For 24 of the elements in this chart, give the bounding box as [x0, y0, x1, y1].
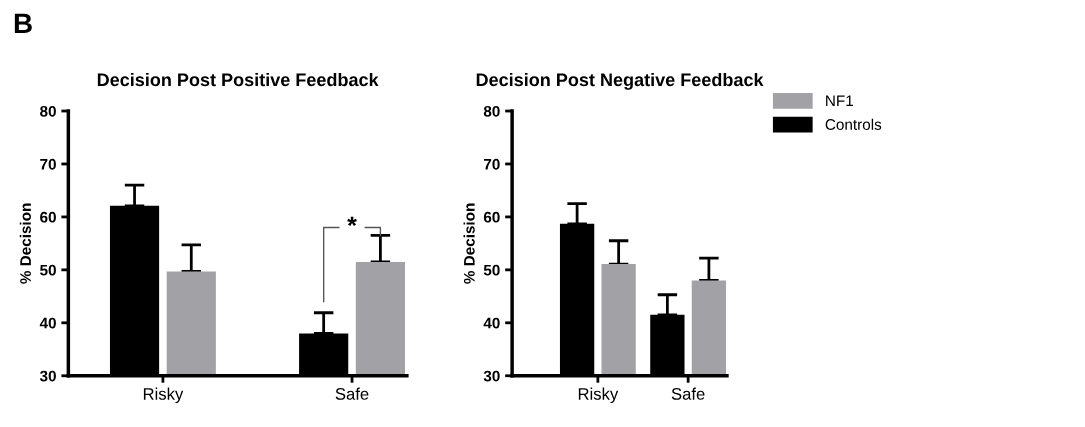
x-tick-label: Risky: [578, 387, 619, 404]
y-tick-label: 30: [483, 370, 500, 382]
y-tick-label: 50: [483, 264, 500, 276]
chart-title: Decision Post Negative Feedback: [476, 72, 764, 90]
y-axis-title: % Decision: [463, 203, 475, 284]
y-tick-label: 80: [483, 105, 500, 117]
annotation: *: [347, 216, 357, 227]
x-tick-label: Risky: [143, 387, 184, 404]
x-tick-label: Safe: [671, 387, 705, 400]
text: B: [14, 13, 32, 33]
y-tick-label: 40: [39, 317, 56, 329]
y-tick-label: 80: [40, 105, 56, 117]
legend-label: Controls: [825, 118, 882, 130]
y-axis-title: % Decision: [19, 203, 31, 284]
y-tick-label: 60: [40, 211, 56, 223]
x-tick-label: Safe: [335, 387, 369, 400]
y-tick-label: 30: [39, 370, 56, 382]
y-tick-label: 70: [40, 158, 56, 170]
y-tick-label: 50: [40, 264, 56, 276]
y-tick-label: 60: [483, 211, 500, 223]
y-tick-label: 40: [483, 317, 500, 329]
chart-title: Decision Post Positive Feedback: [97, 72, 379, 87]
y-tick-label: 70: [483, 158, 500, 170]
legend-label: NF1: [826, 95, 853, 106]
